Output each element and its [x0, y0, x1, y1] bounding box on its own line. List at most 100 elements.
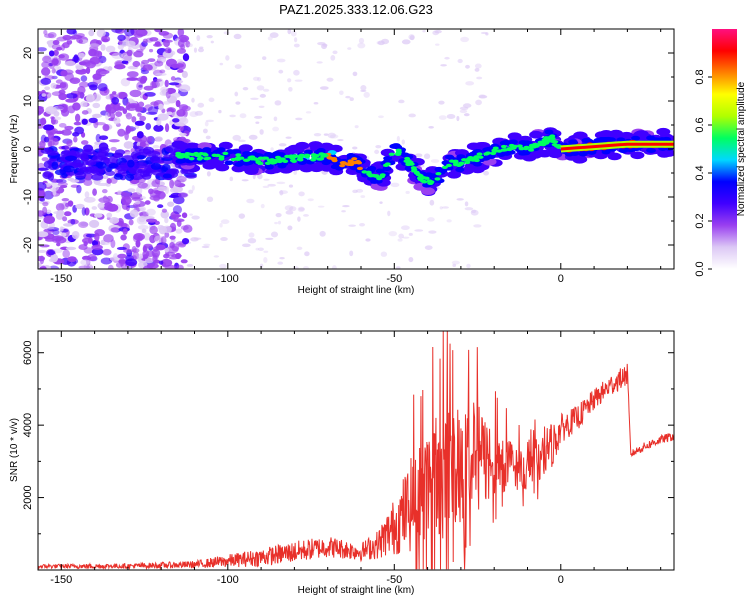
spectrogram-cell	[137, 182, 148, 189]
spectrogram-cell	[360, 85, 367, 91]
spectrogram-cell	[352, 71, 358, 77]
spectrogram-cell	[277, 220, 282, 225]
spectrogram-cell	[230, 157, 237, 162]
spectrogram-cell	[284, 205, 294, 211]
spectrogram-cell	[257, 76, 262, 82]
spectrogram-cell	[38, 167, 49, 171]
spectrogram-cell	[330, 164, 340, 170]
spectrogram-cell	[122, 108, 128, 114]
spectrogram-cell	[456, 198, 464, 201]
spectrogram-cell	[415, 173, 422, 177]
spectrogram-cell	[75, 65, 84, 70]
spectrogram-cell	[607, 152, 622, 161]
spectrogram-cell	[304, 251, 310, 257]
spectrogram-cell	[246, 198, 255, 204]
spectrogram-cell	[196, 35, 201, 41]
spectrogram-cell	[360, 195, 366, 198]
snr-frame	[37, 330, 675, 571]
spectrogram-cell	[76, 184, 82, 194]
spectrogram-cell	[40, 117, 47, 126]
spectrogram-cell	[134, 200, 141, 205]
spectrogram-cell	[331, 156, 338, 161]
spectrogram-cell	[121, 60, 129, 64]
colorbar-tick-label: 0.0	[694, 261, 706, 276]
spectrogram-cell	[379, 173, 386, 177]
snr-x-tick-label: -50	[386, 574, 402, 586]
spectrogram-cell	[181, 105, 191, 112]
spectrogram-cell	[61, 232, 67, 237]
spectrogram-cell	[400, 225, 410, 231]
spectrogram-cell	[380, 251, 388, 257]
spectrogram-cell	[162, 225, 172, 234]
spectrogram-cell	[127, 188, 136, 193]
spectrogram-cell	[137, 224, 149, 230]
spectrogram-cell	[191, 97, 195, 103]
spectrogram-cell	[474, 67, 480, 72]
spectrogram-cell	[276, 181, 286, 185]
spectrogram-cell	[91, 113, 103, 118]
spectrogram-cell	[384, 162, 391, 166]
spectrogram-cell	[241, 243, 251, 248]
spectrogram-cell	[157, 204, 164, 209]
spectrogram-cell	[452, 263, 457, 268]
spectrogram-cell	[163, 253, 170, 259]
spectrogram-cell	[146, 150, 161, 157]
spectrogram-cell	[482, 147, 492, 153]
spectrogram-cell	[136, 81, 144, 91]
spectrogram-cell	[267, 183, 276, 187]
spectrogram-cell	[162, 32, 174, 39]
spectrogram-cell	[63, 211, 72, 217]
spectrogram-cell	[184, 152, 191, 156]
spectrogram-cell	[176, 63, 184, 68]
spectrogram-cell	[631, 135, 641, 141]
spectrogram-cell	[176, 264, 184, 269]
spectrogram-cell	[45, 209, 52, 215]
spectrogram-cell	[554, 144, 561, 148]
chart-title: PAZ1.2025.333.12.06.G23	[279, 2, 433, 17]
spectrogram-cell	[238, 144, 253, 152]
spectrogram-cell	[298, 153, 305, 157]
spectrogram-cell	[202, 128, 208, 134]
spectrogram-cell	[356, 166, 363, 171]
spectrogram-cell	[44, 91, 52, 99]
spectrogram-cell	[88, 117, 98, 124]
spectrogram-cell	[52, 40, 60, 46]
spectrogram-cell	[106, 203, 119, 212]
spectrogram-cell	[42, 201, 49, 207]
spectrogram-cell	[85, 160, 97, 166]
spectrogram-cell	[145, 37, 154, 43]
spectrogram-cell	[238, 156, 245, 160]
spectrogram-cell	[92, 73, 102, 80]
spectrogram-cell	[117, 44, 124, 50]
spectrogram-cell	[139, 206, 147, 212]
spectrogram-cell	[319, 86, 329, 90]
spectrogram-cell	[88, 43, 100, 48]
spectrogram-cell	[64, 155, 77, 162]
spectrogram-cell	[402, 236, 410, 239]
spectrogram-cell	[98, 146, 110, 154]
spectrogram-cell	[44, 33, 55, 39]
spectrogram-cell	[38, 181, 47, 191]
spectrogram-cell	[53, 49, 59, 56]
spectrogram-cell	[205, 119, 215, 123]
spectrogram-cell	[61, 197, 70, 202]
spectrogram-cell	[74, 171, 87, 179]
spectrogram-cell	[528, 148, 535, 152]
spectrogram-cell	[147, 58, 156, 63]
spectrogram-cell	[180, 36, 188, 43]
spectrogram-cell	[383, 155, 393, 161]
spectrogram-cell	[202, 148, 212, 153]
spectrogram-cell	[352, 189, 358, 194]
spectrogram-cell	[38, 47, 47, 52]
spectrogram-cell	[121, 171, 128, 177]
spectrogram-cell	[164, 217, 169, 224]
spectrogram-cell	[296, 246, 303, 251]
spectrogram-cell	[125, 258, 138, 267]
spectrogram-cell	[72, 55, 80, 64]
spectrogram-cell	[48, 140, 55, 148]
spectrogram-cell	[294, 79, 303, 82]
spectrogram-cell	[125, 40, 136, 47]
spectrogram-cell	[131, 116, 137, 123]
spectrogram-cell	[94, 121, 106, 126]
spectrogram-cell	[265, 237, 274, 240]
